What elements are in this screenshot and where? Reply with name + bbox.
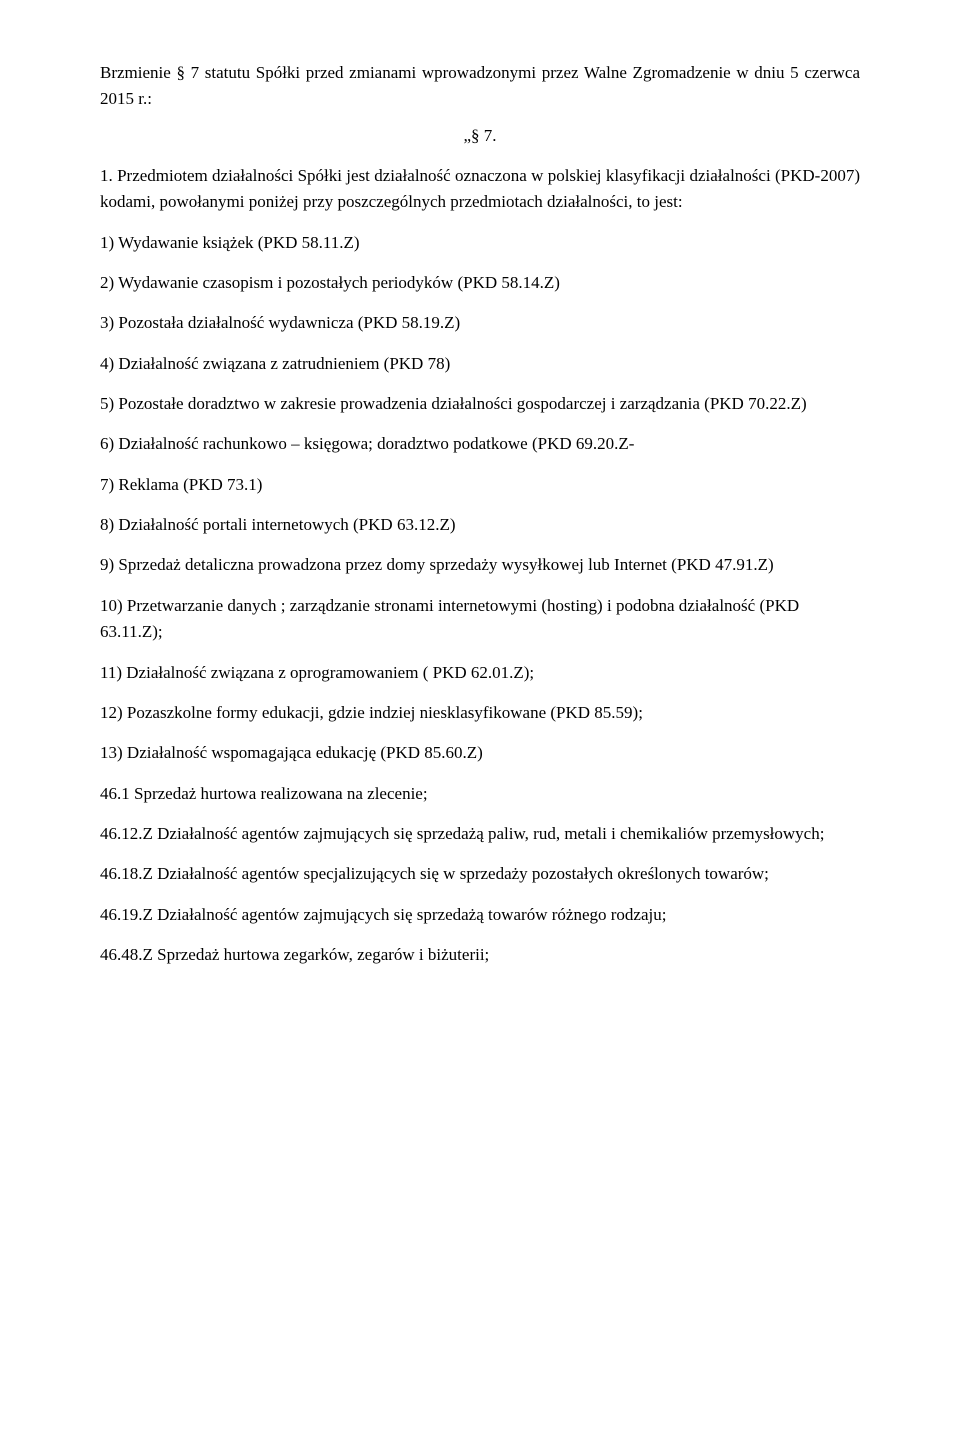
list-item: 1) Wydawanie książek (PKD 58.11.Z) [100,230,860,256]
document-page: Brzmienie § 7 statutu Spółki przed zmian… [0,0,960,1456]
list-item: 3) Pozostała działalność wydawnicza (PKD… [100,310,860,336]
list-item: 46.19.Z Działalność agentów zajmujących … [100,902,860,928]
list-item: 7) Reklama (PKD 73.1) [100,472,860,498]
paragraph-1: 1. Przedmiotem działalności Spółki jest … [100,163,860,216]
list-item: 4) Działalność związana z zatrudnieniem … [100,351,860,377]
list-item: 8) Działalność portali internetowych (PK… [100,512,860,538]
intro-paragraph: Brzmienie § 7 statutu Spółki przed zmian… [100,60,860,113]
list-item: 46.18.Z Działalność agentów specjalizują… [100,861,860,887]
list-item: 2) Wydawanie czasopism i pozostałych per… [100,270,860,296]
list-item: 46.48.Z Sprzedaż hurtowa zegarków, zegar… [100,942,860,968]
list-item: 46.12.Z Działalność agentów zajmujących … [100,821,860,847]
list-item: 9) Sprzedaż detaliczna prowadzona przez … [100,552,860,578]
section-number: „§ 7. [100,123,860,149]
list-item: 6) Działalność rachunkowo – księgowa; do… [100,431,860,457]
list-item: 12) Pozaszkolne formy edukacji, gdzie in… [100,700,860,726]
list-item: 13) Działalność wspomagająca edukację (P… [100,740,860,766]
list-item: 10) Przetwarzanie danych ; zarządzanie s… [100,593,860,646]
list-item: 11) Działalność związana z oprogramowani… [100,660,860,686]
list-item: 46.1 Sprzedaż hurtowa realizowana na zle… [100,781,860,807]
list-item: 5) Pozostałe doradztwo w zakresie prowad… [100,391,860,417]
